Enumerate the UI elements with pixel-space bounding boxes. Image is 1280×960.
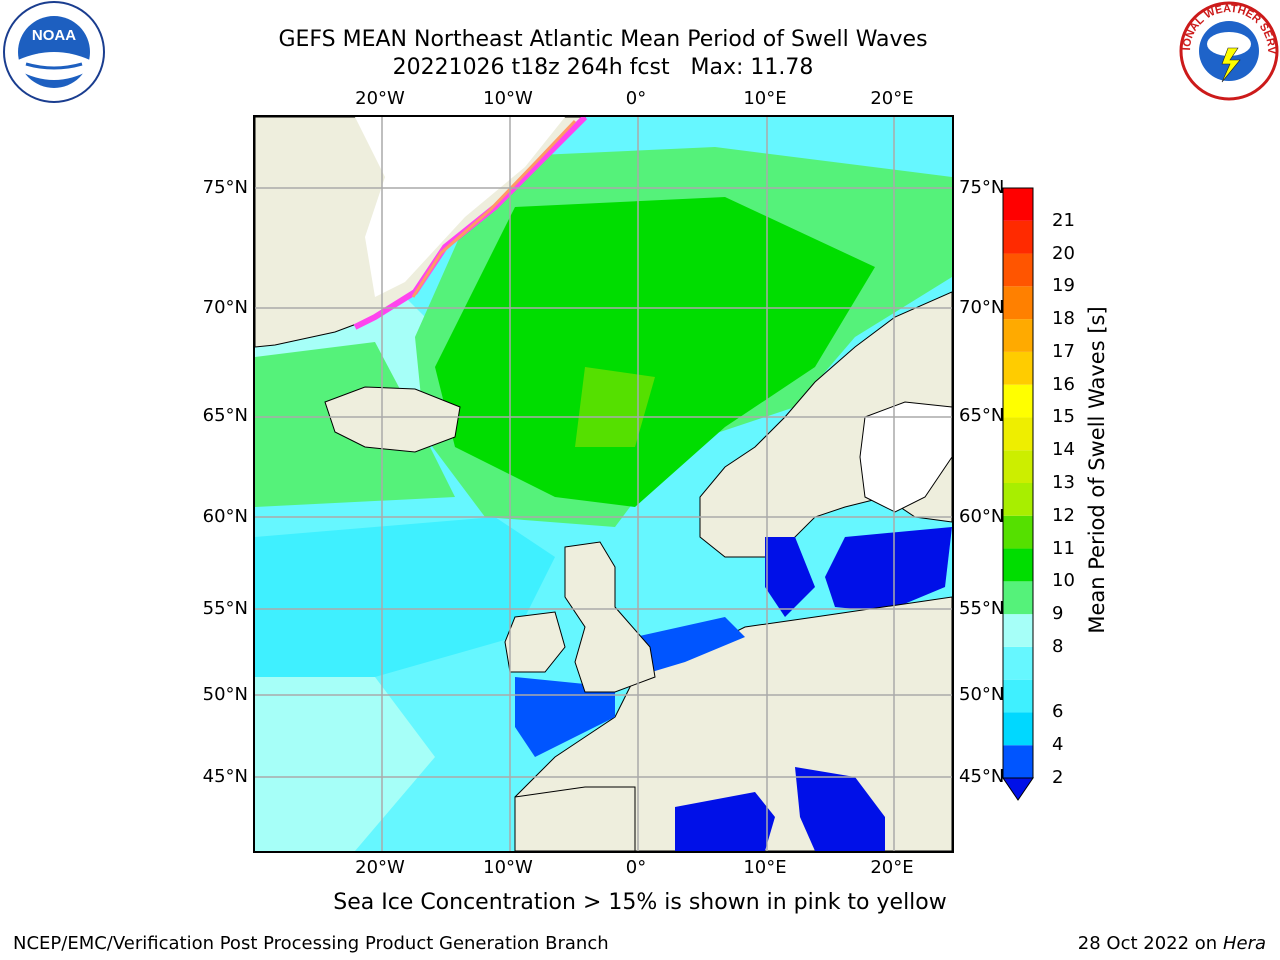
- colorbar-label-20: 20: [1052, 242, 1075, 264]
- colorbar-segment-8: [1003, 614, 1033, 647]
- colorbar-segment-10: [1003, 548, 1033, 582]
- colorbar-label-15: 15: [1052, 406, 1075, 428]
- lat-label-right-65n: 65°N: [959, 405, 1005, 426]
- lat-label-left-65n: 65°N: [202, 405, 248, 426]
- lat-label-left-70n: 70°N: [202, 297, 248, 318]
- swell-region-6-7: [255, 517, 555, 677]
- colorbar-border: [1002, 187, 1034, 779]
- lat-label-right-45n: 45°N: [959, 766, 1005, 787]
- colorbar-label-19: 19: [1052, 275, 1075, 297]
- colorbar-segment-6: [1003, 679, 1033, 713]
- colorbar-label-11: 11: [1052, 537, 1075, 559]
- nws-logo: NATIONAL WEATHER SERVICE: [1174, 0, 1280, 102]
- colorbar-segment-19: [1003, 253, 1033, 287]
- graticule: [255, 117, 952, 851]
- swell-region-8-9-south: [255, 677, 435, 851]
- colorbar-segment-13: [1003, 450, 1033, 483]
- colorbar-segment-16: [1003, 351, 1033, 385]
- colorbar-segment-14: [1003, 417, 1033, 451]
- lat-label-right-50n: 50°N: [959, 684, 1005, 705]
- lon-label-top-0: 0°: [625, 88, 647, 109]
- colorbar-label-4: 4: [1052, 734, 1064, 756]
- lat-label-left-60n: 60°N: [202, 506, 248, 527]
- colorbar-segment-4: [1003, 712, 1033, 746]
- lat-label-left-50n: 50°N: [202, 684, 248, 705]
- colorbar-label-21: 21: [1052, 209, 1075, 231]
- noaa-logo: NOAA: [2, 0, 106, 104]
- title-line-2: 20221026 t18z 264h fcst Max: 11.78: [392, 55, 814, 80]
- lon-label-bottom-0: 0°: [625, 857, 647, 878]
- colorbar-label-13: 13: [1052, 472, 1075, 493]
- chart-title: GEFS MEAN Northeast Atlantic Mean Period…: [0, 26, 1206, 82]
- lon-label-top-10w: 10°W: [483, 88, 533, 109]
- colorbar-segment-15: [1003, 384, 1033, 418]
- swell-region-2-4-biscay: [515, 677, 615, 757]
- colorbar-under-arrow: [1002, 777, 1034, 801]
- map-panel: [253, 115, 954, 853]
- colorbar-segment-2: [1003, 745, 1033, 778]
- sea-ice-edge-inner: [411, 119, 577, 298]
- colorbar-label-12: 12: [1052, 504, 1075, 526]
- lat-label-left-45n: 45°N: [202, 766, 248, 787]
- gulf-of-bothnia: [859, 401, 952, 513]
- ireland-land: [504, 611, 566, 673]
- colorbar-label-8: 8: [1052, 635, 1064, 657]
- title-line-1: GEFS MEAN Northeast Atlantic Mean Period…: [278, 27, 928, 52]
- lon-label-bottom-10w: 10°W: [483, 857, 533, 878]
- noaa-logo-text: NOAA: [32, 27, 76, 44]
- lon-label-top-10e: 10°E: [743, 88, 787, 109]
- lon-label-bottom-20e: 20°E: [870, 857, 914, 878]
- swell-region-under-2-skagerrak: [765, 537, 815, 617]
- lon-label-bottom-20w: 20°W: [355, 857, 405, 878]
- footer-host: Hera: [1222, 933, 1266, 954]
- colorbar-label-10: 10: [1052, 570, 1075, 592]
- colorbar-segment-21: [1003, 188, 1033, 221]
- lon-label-top-20e: 20°E: [870, 88, 914, 109]
- colorbar-label-6: 6: [1052, 701, 1064, 723]
- swell-region-10-11: [435, 197, 875, 507]
- footer-credit: NCEP/EMC/Verification Post Processing Pr…: [13, 933, 609, 954]
- colorbar-label-9: 9: [1052, 603, 1064, 625]
- colorbar-label-17: 17: [1052, 340, 1075, 362]
- lat-label-right-60n: 60°N: [959, 506, 1005, 527]
- colorbar-segment-17: [1003, 319, 1033, 352]
- colorbar-label-18: 18: [1052, 308, 1075, 330]
- lon-label-top-20w: 20°W: [355, 88, 405, 109]
- lat-label-right-75n: 75°N: [959, 177, 1005, 198]
- colorbar-segment-11: [1003, 515, 1033, 549]
- lat-label-right-70n: 70°N: [959, 297, 1005, 318]
- lat-label-left-75n: 75°N: [202, 177, 248, 198]
- swell-region-under-2-med: [675, 792, 775, 851]
- swell-region-under-2-adriatic: [795, 767, 885, 851]
- colorbar-segment-12: [1003, 483, 1033, 516]
- colorbar-label-2: 2: [1052, 767, 1064, 788]
- lat-label-left-55n: 55°N: [202, 598, 248, 619]
- greenland-ice-white: [355, 117, 565, 297]
- lat-label-right-55n: 55°N: [959, 598, 1005, 619]
- colorbar-segment-20: [1003, 220, 1033, 254]
- colorbar-label-14: 14: [1052, 439, 1075, 461]
- colorbar-segment-7: [1003, 646, 1033, 680]
- lon-label-bottom-10e: 10°E: [743, 857, 787, 878]
- sea-ice-note: Sea Ice Concentration > 15% is shown in …: [333, 890, 947, 915]
- colorbar-segment-9: [1003, 581, 1033, 615]
- swell-region-under-2-baltic: [825, 527, 952, 612]
- iberia-land: [514, 786, 636, 851]
- footer-date-host: 28 Oct 2022 on Hera: [1078, 933, 1266, 954]
- swell-region-11-12: [575, 367, 655, 447]
- colorbar-title: Mean Period of Swell Waves [s]: [1085, 306, 1109, 634]
- great-britain-land: [564, 541, 656, 693]
- sea-ice-edge: [353, 117, 588, 330]
- colorbar-segment-18: [1003, 286, 1033, 320]
- colorbar: [1002, 187, 1034, 801]
- footer-date: 28 Oct 2022 on: [1077, 933, 1218, 954]
- colorbar-label-16: 16: [1052, 373, 1075, 395]
